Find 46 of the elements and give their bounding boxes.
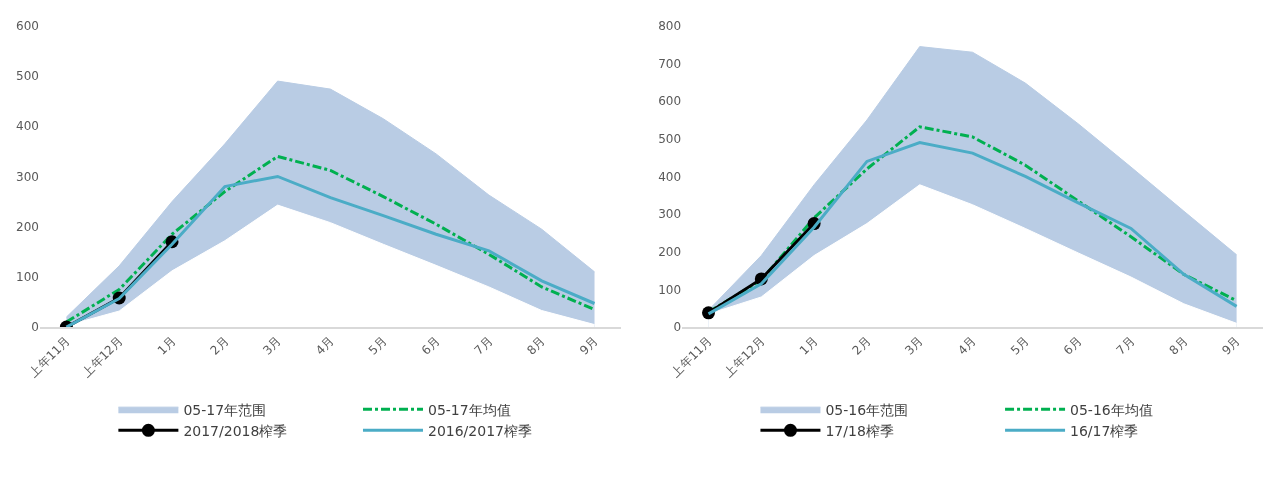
x-tick-label: 1月 <box>154 333 179 358</box>
y-tick-label: 400 <box>658 169 682 184</box>
y-tick-label: 600 <box>658 94 682 109</box>
legend-label: 16/17榨季 <box>1070 422 1139 439</box>
y-tick-label: 800 <box>658 19 682 34</box>
x-tick-label: 8月 <box>1166 333 1191 358</box>
x-tick-label: 上年12月 <box>721 333 768 380</box>
y-tick-label: 500 <box>658 132 682 147</box>
y-tick-label: 300 <box>16 169 39 184</box>
x-tick-label: 1月 <box>796 333 821 358</box>
x-tick-label: 4月 <box>955 333 979 358</box>
x-tick-label: 2月 <box>849 333 874 358</box>
y-tick-label: 500 <box>16 69 39 84</box>
x-tick-label: 8月 <box>524 333 549 358</box>
x-tick-label: 5月 <box>1007 333 1032 358</box>
x-tick-label: 6月 <box>1060 333 1085 358</box>
x-tick-label: 5月 <box>365 333 390 358</box>
legend-label: 17/18榨季 <box>825 422 894 439</box>
y-tick-label: 100 <box>16 270 39 285</box>
y-tick-label: 700 <box>658 56 682 71</box>
legend-label: 05-17年均值 <box>427 401 511 418</box>
y-tick-label: 200 <box>658 244 682 259</box>
x-tick-label: 2月 <box>207 333 232 358</box>
x-tick-label: 9月 <box>577 333 601 358</box>
legend-label: 2017/2018榨季 <box>183 422 288 439</box>
x-tick-label: 上年12月 <box>79 333 126 380</box>
legend-label: 05-16年范围 <box>825 401 909 418</box>
x-tick-label: 上年11月 <box>26 333 73 380</box>
x-tick-label: 4月 <box>313 333 337 358</box>
x-tick-label: 9月 <box>1219 333 1243 358</box>
x-tick-label: 6月 <box>418 333 443 358</box>
x-tick-label: 上年11月 <box>668 333 715 380</box>
legend-label: 2016/2017榨季 <box>427 422 532 439</box>
y-tick-label: 0 <box>673 320 682 335</box>
legend-label: 05-16年均值 <box>1070 401 1153 418</box>
y-tick-label: 300 <box>658 207 682 222</box>
y-tick-label: 0 <box>31 320 39 335</box>
x-tick-label: 3月 <box>260 333 285 358</box>
x-tick-label: 3月 <box>902 333 927 358</box>
legend-label: 05-17年范围 <box>183 401 267 418</box>
x-tick-label: 7月 <box>471 333 496 358</box>
y-tick-label: 600 <box>16 19 39 34</box>
x-tick-label: 7月 <box>1113 333 1138 358</box>
y-tick-label: 100 <box>658 282 682 297</box>
y-tick-label: 400 <box>16 119 39 134</box>
y-tick-label: 200 <box>16 219 39 234</box>
